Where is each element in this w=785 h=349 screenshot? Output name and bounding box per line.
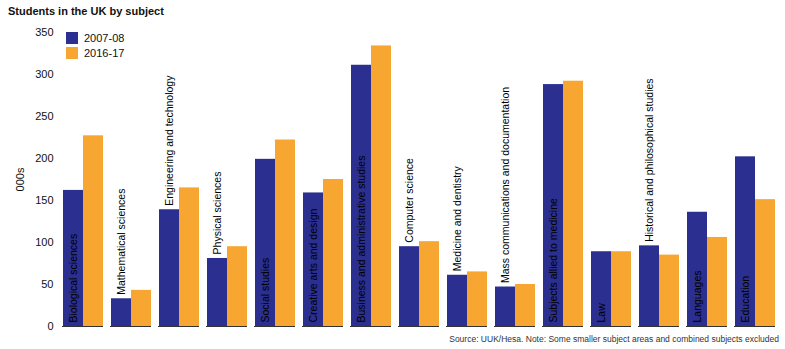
svg-text:Mass communications and docume: Mass communications and documentation (499, 87, 511, 283)
svg-text:Medicine and dentistry: Medicine and dentistry (451, 165, 463, 271)
html-text:2007-08: 2007-08 (84, 31, 125, 44)
svg-text:150: 150 (35, 194, 53, 206)
svg-text:0: 0 (47, 320, 53, 330)
svg-text:Business and administrative st: Business and administrative studies (355, 156, 367, 323)
svg-text:Engineering and technology: Engineering and technology (163, 75, 175, 206)
html-text:Students in the UK by subject: Students in the UK by subject (8, 5, 164, 17)
html-text:2016-17: 2016-17 (84, 46, 125, 59)
svg-text:300: 300 (35, 68, 53, 80)
svg-text:350: 350 (35, 26, 53, 38)
svg-text:Education: Education (739, 276, 751, 323)
svg-text:Creative arts and design: Creative arts and design (307, 209, 319, 323)
svg-text:Law: Law (595, 303, 607, 323)
html-text:Source: UUK/Hesa. Note: Some s: Source: UUK/Hesa. Note: Some smaller sub… (449, 334, 779, 344)
svg-text:Languages: Languages (691, 271, 703, 323)
svg-text:000s: 000s (14, 167, 26, 191)
svg-text:200: 200 (35, 152, 53, 164)
svg-text:Physical sciences: Physical sciences (211, 172, 223, 255)
svg-text:Mathematical sciences: Mathematical sciences (115, 189, 127, 295)
svg-text:250: 250 (35, 110, 53, 122)
svg-text:Historical and philosophical s: Historical and philosophical studies (643, 78, 655, 241)
svg-text:Biological sciences: Biological sciences (67, 234, 79, 323)
svg-text:Computer science: Computer science (403, 158, 415, 243)
svg-text:50: 50 (41, 278, 53, 290)
svg-text:Subjects allied to medicine: Subjects allied to medicine (547, 198, 559, 322)
svg-text:100: 100 (35, 236, 53, 248)
svg-text:Social studies: Social studies (259, 258, 271, 323)
